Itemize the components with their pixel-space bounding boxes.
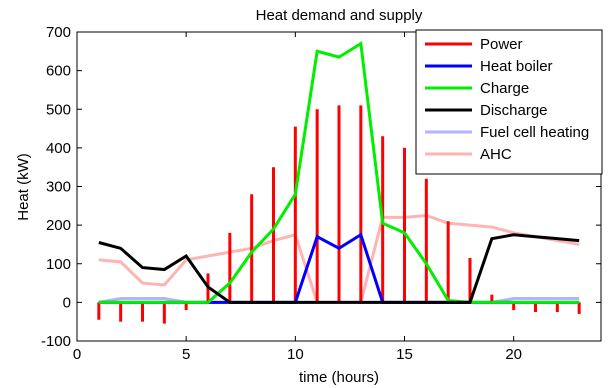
legend-label-ahc: AHC: [480, 146, 512, 163]
x-tick-label-5: 5: [182, 346, 190, 363]
series-layer: [97, 41, 581, 324]
y-axis-title: Heat (kW): [15, 153, 32, 221]
x-tick-label-0: 0: [73, 346, 81, 363]
y-tick-label-200: 200: [46, 217, 71, 234]
x-tick-label-10: 10: [287, 346, 304, 363]
legend-label-heat-boiler: Heat boiler: [480, 58, 553, 75]
series-power: [97, 105, 581, 324]
y-tick-label-100: 100: [46, 256, 71, 273]
series-line-charge: [98, 41, 580, 304]
legend-box: [415, 29, 603, 175]
x-axis-title: time (hours): [299, 369, 379, 386]
y-tick-label-0: 0: [63, 294, 71, 311]
x-tick-label-20: 20: [505, 346, 522, 363]
y-tick-label-500: 500: [46, 101, 71, 118]
legend-label-charge: Charge: [480, 80, 529, 97]
y-tick-label-600: 600: [46, 63, 71, 80]
y-tick-label-400: 400: [46, 140, 71, 157]
legend-label-power: Power: [480, 36, 523, 53]
chart-title: Heat demand and supply: [256, 7, 423, 24]
y-tick-label-700: 700: [46, 24, 71, 41]
series-line-discharge: [98, 233, 580, 304]
y-tick-label--100: -100: [41, 333, 71, 350]
legend: Power Heat boiler Charge Discharge Fuel cell…: [415, 29, 603, 175]
legend-label-discharge: Discharge: [480, 102, 548, 119]
legend-label-fuel-cell-heating: Fuel cell heating: [480, 124, 589, 141]
x-tick-label-15: 15: [396, 346, 413, 363]
y-tick-label-300: 300: [46, 179, 71, 196]
